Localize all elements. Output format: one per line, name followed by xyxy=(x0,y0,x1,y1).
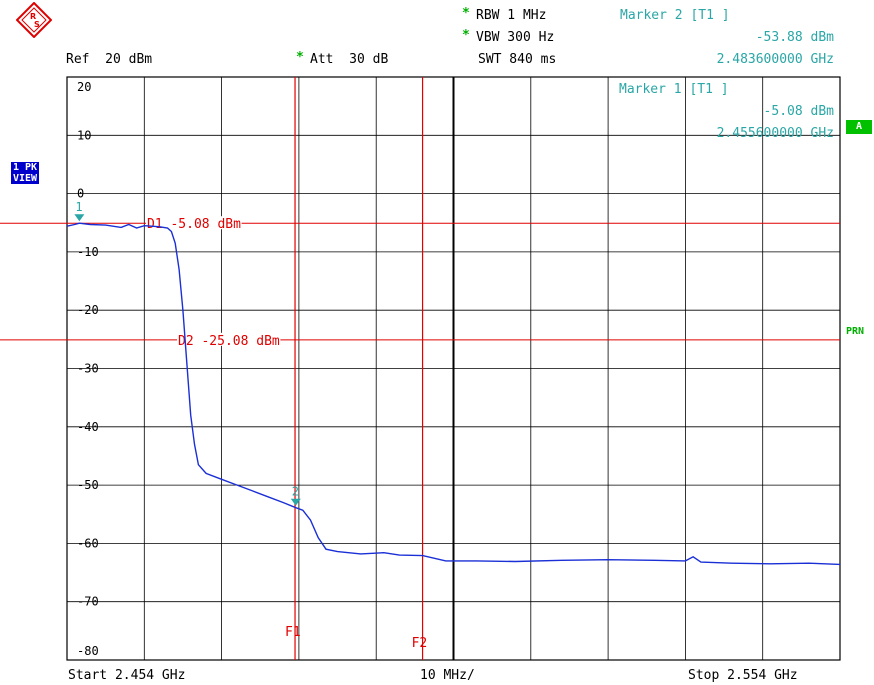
display-line-label-bg xyxy=(146,216,242,230)
spectrum-trace xyxy=(66,222,841,566)
trace-a-badge: A xyxy=(846,120,872,134)
trace-mode-line2: VIEW xyxy=(13,173,38,184)
y-tick-label: -20 xyxy=(77,303,99,317)
y-tick-label: -50 xyxy=(77,478,99,492)
y-tick-label: -40 xyxy=(77,420,99,434)
marker-1-symbol xyxy=(74,214,85,222)
span-per-division: 10 MHz/ xyxy=(420,668,475,683)
marker2-title: Marker 2 [T1 ] xyxy=(620,8,730,23)
y-tick-label: 20 xyxy=(77,80,91,94)
prn-badge: PRN xyxy=(846,326,865,337)
display-line-label: D1 -5.08 dBm xyxy=(147,217,241,232)
y-tick-label: -10 xyxy=(77,245,99,259)
rbw-modified-indicator: * xyxy=(462,6,470,21)
marker1-level: -5.08 dBm xyxy=(763,104,834,119)
marker-1-label: 1 xyxy=(75,200,82,214)
rbw-setting: RBW 1 MHz xyxy=(476,8,547,23)
stop-frequency: Stop 2.554 GHz xyxy=(688,668,798,683)
marker1-title: Marker 1 [T1 ] xyxy=(619,82,729,97)
marker-2-symbol xyxy=(290,498,301,506)
y-tick-label: -70 xyxy=(77,595,99,609)
marker1-frequency: 2.455600000 GHz xyxy=(716,126,834,141)
y-tick-label: -60 xyxy=(77,536,99,550)
rohde-schwarz-logo-icon: R S xyxy=(16,2,52,38)
marker-2-label: 2 xyxy=(292,485,299,499)
y-tick-label: -80 xyxy=(77,644,99,658)
svg-text:R: R xyxy=(30,12,36,21)
sweep-time-setting: SWT 840 ms xyxy=(478,52,557,67)
attenuation-setting: Att 30 dB xyxy=(310,52,389,67)
display-line-label: D2 -25.08 dBm xyxy=(178,334,280,349)
y-tick-label: 10 xyxy=(77,128,91,142)
frequency-line-label: F2 xyxy=(412,636,428,651)
y-tick-label: -30 xyxy=(77,362,99,376)
frequency-line-label: F1 xyxy=(285,625,301,640)
vbw-setting: VBW 300 Hz xyxy=(476,30,555,45)
marker2-frequency: 2.483600000 GHz xyxy=(716,52,834,67)
vbw-modified-indicator: * xyxy=(462,28,470,43)
att-modified-indicator: * xyxy=(296,50,304,65)
marker2-level: -53.88 dBm xyxy=(755,30,834,45)
start-frequency: Start 2.454 GHz xyxy=(68,668,186,683)
svg-text:S: S xyxy=(34,20,40,29)
display-line-label-bg xyxy=(177,332,281,346)
y-tick-label: 0 xyxy=(77,187,84,201)
trace-mode-line1: 1 PK xyxy=(13,162,38,173)
reference-level: Ref 20 dBm xyxy=(66,52,153,67)
trace-mode-badge: 1 PK VIEW xyxy=(11,162,40,184)
